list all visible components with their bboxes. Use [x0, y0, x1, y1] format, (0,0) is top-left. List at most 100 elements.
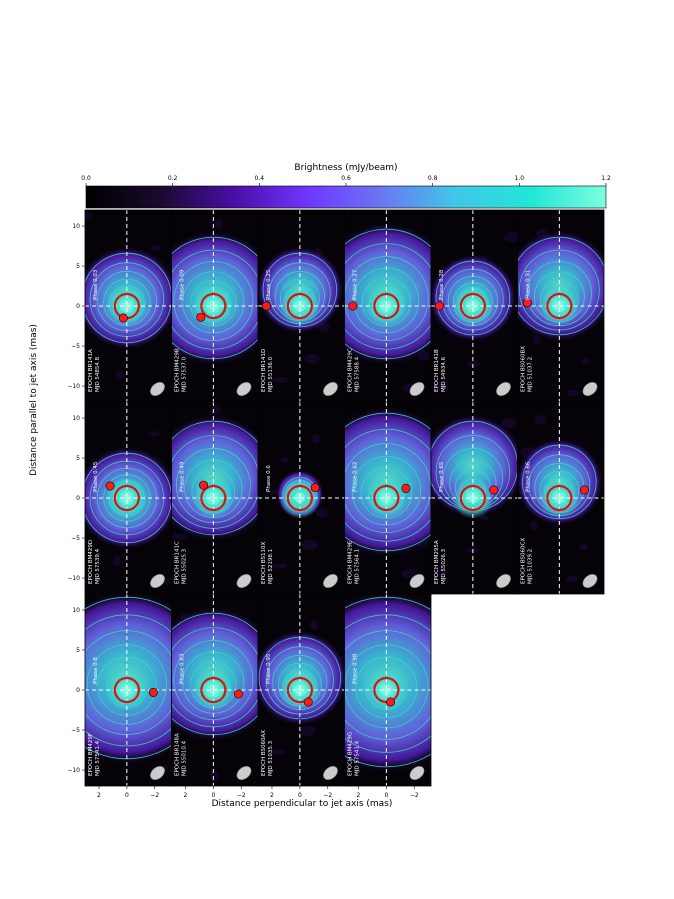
orbital-position-marker	[261, 301, 271, 311]
beam-ellipse	[409, 382, 425, 396]
mjd-label: MJD 57539.4	[95, 548, 101, 584]
colorbar-ticks: 0.0 0.2 0.4 0.6 0.8 1.0 1.2	[81, 175, 611, 186]
panel: Phase 0.83 EPOCH BR148A MJD 55010.4 2 0 −2	[171, 593, 259, 799]
epoch-label: EPOCH BR148A	[175, 733, 181, 776]
jet-core	[279, 477, 321, 519]
y-tick-label: −5	[71, 343, 80, 350]
jet-core	[365, 477, 408, 519]
orbit-ellipse	[113, 676, 140, 704]
colorbar-tick-label: 0.0	[81, 175, 91, 182]
jet-core	[279, 285, 321, 327]
contour-line	[278, 662, 322, 707]
epoch-label: EPOCH BM429G	[348, 732, 354, 776]
contour-line	[344, 428, 431, 542]
epoch-label: EPOCH BM429F	[88, 733, 94, 776]
epoch-label: EPOCH BM429C	[348, 348, 354, 392]
noise-blob	[171, 534, 188, 540]
epoch-label: EPOCH BR141C	[175, 541, 181, 584]
orbit-ellipse	[286, 292, 313, 320]
orbit-ellipse	[200, 292, 227, 320]
contour-line	[361, 277, 411, 327]
y-tick-label: 0	[76, 495, 80, 502]
x-tick-label: 0	[211, 792, 215, 799]
jet-core	[452, 477, 494, 519]
orbit-ellipse	[113, 484, 140, 512]
phase-label: Phase 0.95	[266, 653, 272, 684]
phase-label: Phase 0.6	[266, 465, 272, 492]
contour-line	[344, 256, 429, 341]
y-tick-label: 0	[76, 687, 80, 694]
noise-blob	[534, 415, 547, 425]
orbit-ellipse	[459, 484, 486, 512]
epoch-label: EPOCH BM429E	[348, 540, 354, 584]
mjd-label: MJD 57564.1	[355, 549, 361, 584]
colorbar-tick-label: 1.0	[515, 175, 525, 182]
noise-blob	[113, 556, 121, 566]
contour-line	[191, 469, 236, 514]
orbital-position-marker	[434, 301, 444, 311]
panel: Phase 0.03 EPOCH BR141A MJD 54854.8 10 5 0 −5 −…	[67, 209, 172, 403]
beam-ellipse	[150, 574, 165, 588]
noise-blob	[530, 521, 539, 531]
noise-blob	[271, 563, 287, 569]
orbital-position-marker	[310, 483, 320, 493]
contour-line	[344, 614, 431, 753]
epoch-label: EPOCH BS060CX	[521, 538, 527, 584]
beam-ellipse	[409, 574, 425, 588]
mjd-label: MJD 57588.4	[355, 356, 361, 392]
epoch-label: EPOCH BM429D	[88, 540, 94, 584]
phase-label: Phase 0.09	[180, 269, 186, 300]
y-tick-label: −10	[67, 383, 80, 390]
orbit-ellipse	[286, 676, 313, 704]
noise-blob	[466, 547, 478, 553]
x-tick-label: 2	[184, 792, 188, 799]
panel-frame	[344, 593, 432, 787]
noise-blob	[503, 232, 518, 242]
y-tick-label: 10	[72, 607, 80, 614]
orbital-position-marker	[148, 687, 158, 697]
orbital-position-marker	[199, 480, 209, 490]
mjd-label: MJD 57537.0	[182, 356, 188, 392]
beam-ellipse	[496, 382, 511, 396]
mjd-label: MJD 57541.4	[355, 740, 361, 776]
colorbar-gradient	[85, 185, 607, 209]
x-tick-label: −2	[323, 792, 332, 799]
beam-ellipse	[323, 766, 338, 780]
orbit-ellipse	[546, 292, 573, 320]
noise-blob	[304, 354, 320, 364]
panel: Phase 0.65 EPOCH BM295A MJD 55026.3	[430, 401, 518, 595]
phase-label: Phase 0.98	[353, 653, 359, 684]
y-axis-label: Distance parallel to jet axis (mas)	[29, 324, 39, 476]
noise-blob	[316, 508, 328, 518]
colorbar: Brightness (mJy/beam) 0.0 0.2 0.4 0.6 0.8 1.0…	[81, 163, 611, 209]
orbit-ellipse	[459, 292, 486, 320]
contour-line	[369, 286, 404, 321]
noise-blob	[300, 726, 316, 736]
beam-ellipse	[323, 382, 338, 396]
orbit-ellipse	[286, 484, 313, 512]
noise-blob	[312, 434, 320, 444]
panel: Phase 0.28 EPOCH BR141B MJD 54934.6	[430, 209, 518, 403]
phase-label: Phase 0.83	[180, 653, 186, 684]
mjd-label: MJD 54934.6	[441, 356, 447, 392]
orbital-position-marker	[489, 485, 499, 495]
noise-blob	[214, 219, 223, 229]
epoch-label: EPOCH BR141D	[261, 349, 267, 392]
noise-blob	[148, 431, 160, 437]
colorbar-tick-label: 0.8	[428, 175, 438, 182]
panel: Phase 0.66 EPOCH BS060CX MJD 51039.2	[517, 401, 605, 595]
contour-line	[108, 285, 145, 322]
epoch-label: EPOCH BS060BX	[521, 346, 527, 392]
orbital-position-marker	[401, 483, 411, 493]
phase-label: Phase 0.66	[526, 461, 532, 492]
beam-ellipse	[409, 766, 425, 780]
jet-core	[106, 669, 148, 711]
phase-label: Phase 0.45	[93, 461, 99, 492]
mjd-label: MJD 52198.1	[268, 549, 274, 584]
panel: Phase 0.6 EPOCH BS110X MJD 52198.1	[257, 401, 345, 595]
x-tick-label: −2	[150, 792, 159, 799]
mjd-label: MJD 55010.4	[182, 740, 188, 776]
contour-line	[171, 420, 258, 536]
panel: Phase 0.45 EPOCH BM429D MJD 57539.4 10 5 0 −5 −…	[67, 401, 172, 595]
